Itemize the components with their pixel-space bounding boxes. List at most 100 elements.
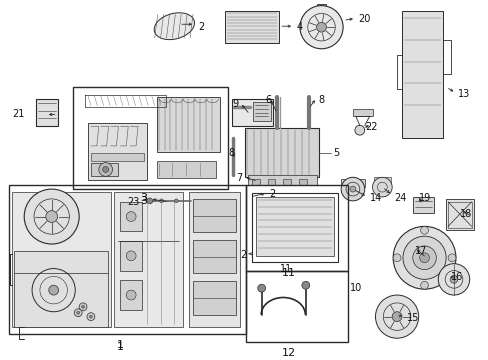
- Text: 20: 20: [357, 14, 369, 24]
- Bar: [36, 99, 58, 126]
- Bar: [247, 175, 316, 185]
- Text: 1: 1: [117, 340, 123, 350]
- Text: 21: 21: [12, 109, 25, 119]
- Bar: [12, 192, 110, 328]
- Bar: [91, 163, 118, 176]
- Text: 16: 16: [450, 273, 462, 283]
- Bar: [245, 185, 347, 270]
- Bar: [193, 240, 236, 274]
- Circle shape: [420, 281, 427, 289]
- Text: 17: 17: [414, 246, 426, 256]
- Circle shape: [341, 177, 364, 201]
- Circle shape: [99, 163, 112, 176]
- Bar: [14, 251, 107, 328]
- Bar: [401, 10, 442, 138]
- Circle shape: [392, 226, 455, 289]
- Text: 7: 7: [236, 174, 242, 183]
- Bar: [316, 4, 326, 12]
- Bar: [255, 197, 334, 256]
- Circle shape: [299, 6, 343, 49]
- Circle shape: [372, 177, 391, 197]
- Text: 8: 8: [318, 95, 324, 105]
- Bar: [91, 153, 143, 161]
- Circle shape: [87, 313, 95, 320]
- Text: 19: 19: [418, 193, 430, 203]
- Text: 12: 12: [282, 348, 296, 358]
- Circle shape: [375, 295, 418, 338]
- Bar: [412, 197, 433, 213]
- Text: 14: 14: [369, 193, 381, 203]
- Circle shape: [49, 285, 59, 295]
- Circle shape: [447, 254, 455, 262]
- Bar: [225, 10, 279, 43]
- Circle shape: [449, 275, 457, 283]
- Bar: [120, 202, 142, 231]
- Ellipse shape: [154, 13, 194, 40]
- Circle shape: [24, 189, 79, 244]
- Circle shape: [349, 186, 355, 192]
- Circle shape: [74, 309, 82, 317]
- Bar: [445, 199, 473, 230]
- Bar: [88, 123, 146, 180]
- Circle shape: [419, 253, 428, 263]
- Bar: [73, 87, 228, 189]
- Text: 1: 1: [117, 342, 123, 352]
- Text: 18: 18: [459, 209, 471, 219]
- Text: 23: 23: [127, 197, 140, 207]
- Text: 6: 6: [265, 95, 271, 105]
- Circle shape: [391, 312, 401, 321]
- Circle shape: [102, 167, 108, 172]
- Bar: [193, 281, 236, 315]
- Bar: [232, 99, 273, 126]
- Circle shape: [412, 246, 435, 270]
- Text: 22: 22: [365, 122, 377, 132]
- Bar: [251, 179, 259, 185]
- Bar: [352, 109, 372, 117]
- Text: 2: 2: [198, 22, 203, 32]
- Bar: [245, 270, 347, 342]
- Bar: [156, 97, 220, 152]
- Text: 24: 24: [393, 193, 406, 203]
- Circle shape: [316, 22, 326, 32]
- Bar: [156, 161, 215, 178]
- Bar: [251, 193, 338, 262]
- Bar: [298, 179, 306, 185]
- Text: 15: 15: [406, 313, 418, 323]
- Circle shape: [392, 254, 400, 262]
- Bar: [267, 179, 275, 185]
- Bar: [114, 192, 183, 328]
- Circle shape: [354, 125, 364, 135]
- Circle shape: [81, 305, 84, 308]
- Bar: [283, 179, 290, 185]
- Bar: [8, 185, 245, 334]
- Bar: [120, 241, 142, 270]
- Bar: [341, 179, 364, 187]
- Text: 3: 3: [140, 196, 147, 206]
- Circle shape: [79, 303, 87, 311]
- Text: 9: 9: [232, 99, 238, 109]
- Circle shape: [46, 211, 58, 222]
- Text: 2: 2: [240, 250, 246, 260]
- Circle shape: [146, 198, 152, 204]
- Circle shape: [126, 212, 136, 221]
- Text: 11: 11: [280, 264, 292, 274]
- Circle shape: [126, 290, 136, 300]
- Text: 11: 11: [282, 267, 296, 278]
- Bar: [120, 280, 142, 310]
- Text: 10: 10: [349, 283, 362, 293]
- Circle shape: [174, 199, 178, 203]
- Bar: [244, 128, 318, 177]
- Circle shape: [77, 311, 80, 314]
- Text: 8: 8: [228, 148, 234, 158]
- Text: 5: 5: [333, 148, 339, 158]
- Circle shape: [257, 284, 265, 292]
- Text: 13: 13: [457, 89, 469, 99]
- Text: 4: 4: [296, 22, 303, 32]
- Circle shape: [126, 251, 136, 261]
- Bar: [252, 102, 270, 121]
- Bar: [373, 177, 390, 185]
- Circle shape: [89, 315, 92, 318]
- Bar: [189, 192, 240, 328]
- Circle shape: [402, 236, 445, 279]
- Circle shape: [420, 226, 427, 234]
